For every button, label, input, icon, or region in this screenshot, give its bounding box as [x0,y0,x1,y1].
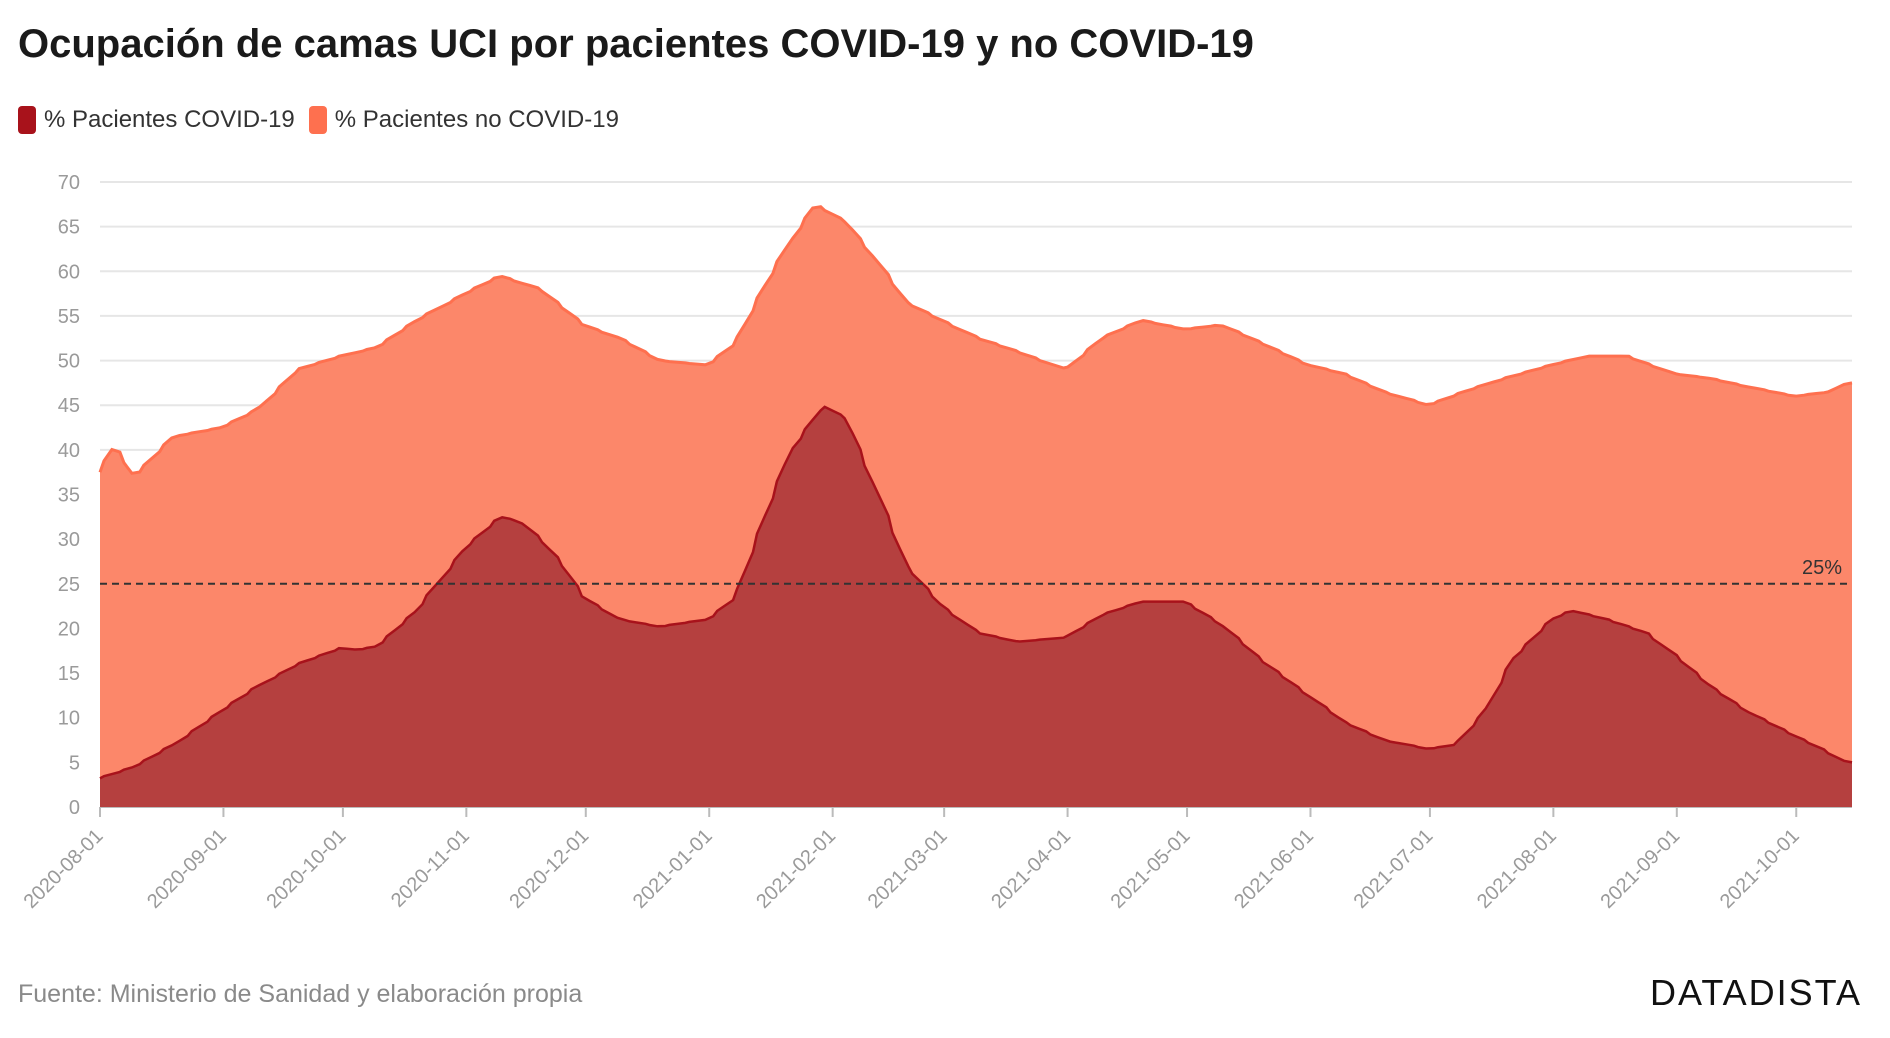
reference-line-group: 25% [100,557,1852,585]
area-covid [100,406,1852,807]
y-tick-5: 5 [69,752,80,774]
source-note: Fuente: Ministerio de Sanidad y elaborac… [18,980,583,1008]
legend-label-covid: % Pacientes COVID-19 [44,106,295,133]
y-tick-30: 30 [58,529,80,551]
line-no-covid [98,205,1853,475]
legend-swatch-covid [18,106,36,134]
y-tick-20: 20 [58,618,80,640]
icu-occupancy-chart: 25% 0 5 10 15 20 25 30 35 40 45 50 55 60 65 70 2020-08… [20,172,1853,913]
y-tick-55: 55 [58,306,80,328]
legend-label-no-covid: % Pacientes no COVID-19 [334,106,619,133]
reference-line-label: 25% [1802,557,1842,579]
x-tick-2021-07-01: 2021-07-01 [1350,825,1438,913]
y-tick-70: 70 [58,172,80,194]
y-tick-60: 60 [58,261,80,283]
x-tick-2020-10-01: 2020-10-01 [263,825,351,913]
chart-title: Ocupación de camas UCI por pacientes COV… [18,22,1254,66]
x-tick-2021-02-01: 2021-02-01 [752,825,840,913]
area-no-covid [100,206,1852,779]
y-tick-65: 65 [58,217,80,239]
x-tick-2021-04-01: 2021-04-01 [987,825,1075,913]
x-tick-2020-09-01: 2020-09-01 [143,825,231,913]
x-tick-2020-08-01: 2020-08-01 [20,825,108,913]
x-tick-2020-12-01: 2020-12-01 [505,825,593,913]
x-tick-2020-11-01: 2020-11-01 [387,825,474,912]
x-axis: 2020-08-01 2020-09-01 2020-10-01 2020-11-01… [20,807,1804,913]
y-tick-0: 0 [69,797,80,819]
y-tick-35: 35 [58,485,80,507]
y-tick-15: 15 [58,663,80,685]
y-tick-50: 50 [58,351,80,373]
y-axis: 0 5 10 15 20 25 30 35 40 45 50 55 60 65 70 [58,172,80,819]
area-series [98,205,1853,807]
x-tick-2021-08-01: 2021-08-01 [1473,825,1561,913]
legend-item-covid[interactable]: % Pacientes COVID-19 [18,106,295,134]
y-tick-25: 25 [58,574,80,596]
legend-swatch-no-covid [308,106,327,134]
legend-item-no-covid[interactable]: % Pacientes no COVID-19 [308,106,619,134]
legend: % Pacientes COVID-19 % Pacientes no COVI… [18,106,633,134]
x-tick-2021-03-01: 2021-03-01 [864,825,952,913]
x-tick-2021-06-01: 2021-06-01 [1230,825,1318,913]
y-tick-40: 40 [58,440,80,462]
y-tick-10: 10 [58,708,80,730]
x-tick-2021-09-01: 2021-09-01 [1596,825,1684,913]
x-tick-2021-10-01: 2021-10-01 [1716,825,1804,913]
brand-logo: DATADISTA [1649,972,1862,1013]
x-tick-2021-01-01: 2021-01-01 [629,825,717,913]
line-covid [99,405,1853,780]
y-tick-45: 45 [58,395,80,417]
x-tick-2021-05-01: 2021-05-01 [1107,825,1195,913]
